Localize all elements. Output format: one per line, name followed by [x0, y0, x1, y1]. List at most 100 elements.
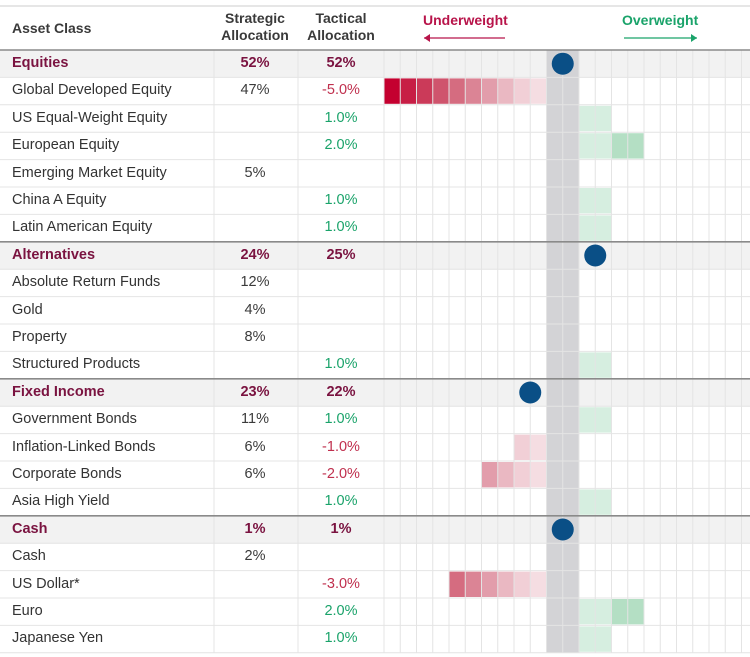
bar-cell-positive [611, 599, 628, 625]
bar-cell-positive [579, 215, 596, 241]
tactical-value: 1.0% [324, 411, 358, 428]
asset-label: Corporate Bonds [12, 466, 122, 482]
asset-label: US Equal-Weight Equity [12, 109, 168, 126]
bar-cell-negative [449, 78, 466, 104]
category-row-bg [0, 241, 750, 270]
bar-cell-positive [579, 352, 596, 378]
overweight-label: Overweight [622, 12, 699, 28]
asset-label: European Equity [12, 137, 120, 154]
category-row-bg [0, 515, 750, 544]
bar-cell-positive [579, 105, 596, 132]
bar-cell-negative [497, 571, 514, 597]
asset-label: Emerging Market Equity [12, 164, 167, 181]
asset-label: Gold [12, 301, 43, 318]
overweight-arrow-head [691, 34, 697, 42]
strategic-value: 6% [244, 466, 266, 482]
tactical-value: 1.0% [324, 630, 358, 647]
asset-label: Global Developed Equity [12, 82, 172, 99]
underweight-arrow-head [424, 34, 430, 42]
tactical-value: 1.0% [324, 219, 358, 236]
bar-cell-negative [530, 571, 547, 597]
tactical-value: -2.0% [322, 466, 360, 482]
bar-cell-negative [481, 78, 498, 104]
asset-label: Inflation-Linked Bonds [12, 438, 156, 455]
asset-label: Property [12, 329, 67, 345]
bar-cell-negative [416, 78, 433, 104]
asset-label: Government Bonds [12, 411, 137, 428]
bar-cell-positive [579, 489, 596, 515]
bar-cell-negative [530, 462, 547, 488]
bar-cell-positive [627, 599, 644, 625]
bar-cell-negative [497, 462, 514, 488]
category-label: Fixed Income [12, 383, 105, 400]
bar-cell-positive [611, 133, 628, 159]
bar-cell-negative [497, 78, 514, 104]
asset-label: Structured Products [12, 356, 141, 373]
bar-cell-negative [514, 78, 531, 104]
asset-label: China A Equity [12, 192, 107, 208]
bar-cell-negative [481, 571, 498, 597]
tactical-value: -3.0% [322, 575, 360, 592]
bar-cell-positive [627, 133, 644, 159]
bar-cell-positive [579, 599, 596, 625]
bar-cell-negative [465, 571, 482, 597]
bar-cell-negative [384, 78, 401, 104]
strategic-value: 47% [240, 82, 270, 99]
tactical-value: 25% [326, 246, 356, 263]
tactical-value: 1.0% [324, 192, 358, 208]
allocation-dot [551, 518, 574, 541]
bar-cell-negative [449, 571, 466, 597]
header-asset-class: Asset Class [12, 20, 92, 36]
bar-cell-positive [595, 352, 612, 378]
header-tactical-line1: Tactical [315, 10, 367, 26]
bar-cell-negative [514, 434, 531, 460]
header-strategic-line1: Strategic [225, 10, 285, 26]
strategic-value: 11% [241, 411, 269, 428]
tactical-value: 22% [326, 383, 356, 400]
asset-label: Absolute Return Funds [12, 274, 161, 291]
strategic-value: 2% [244, 548, 266, 565]
strategic-value: 8% [244, 329, 266, 345]
bar-cell-negative [530, 78, 547, 104]
allocation-dot [551, 52, 574, 75]
strategic-value: 5% [244, 164, 266, 181]
bar-cell-positive [595, 215, 612, 241]
strategic-value: 12% [240, 274, 270, 291]
bar-cell-negative [432, 78, 449, 104]
bar-cell-positive [579, 188, 596, 214]
bar-cell-negative [481, 462, 498, 488]
bar-cell-positive [595, 626, 612, 652]
category-row-bg [0, 50, 750, 78]
strategic-value: 6% [244, 438, 266, 455]
category-row-bg [0, 378, 750, 407]
bar-cell-positive [595, 489, 612, 515]
strategic-value: 24% [240, 246, 270, 263]
asset-label: Euro [12, 603, 43, 619]
asset-label: Cash [12, 548, 46, 565]
category-label: Cash [12, 520, 48, 537]
header-strategic-line2: Allocation [221, 27, 289, 43]
bar-cell-positive [579, 407, 596, 433]
bar-cell-positive [595, 407, 612, 433]
asset-label: US Dollar* [12, 575, 80, 592]
header-strategic: Strategic Allocation [200, 10, 310, 44]
allocation-dot [519, 381, 542, 404]
strategic-value: 23% [240, 383, 270, 400]
bar-cell-positive [595, 599, 612, 625]
strategic-value: 1% [244, 520, 266, 537]
bar-cell-positive [579, 626, 596, 652]
tactical-value: 1.0% [324, 356, 358, 373]
tactical-value: 2.0% [324, 603, 358, 619]
bar-cell-negative [400, 78, 417, 104]
strategic-value: 52% [240, 55, 270, 71]
tactical-value: -1.0% [322, 438, 360, 455]
bar-cell-positive [595, 105, 612, 132]
header-tactical-line2: Allocation [307, 27, 375, 43]
bar-cell-positive [595, 188, 612, 214]
bar-cell-positive [579, 133, 596, 159]
underweight-label: Underweight [423, 12, 508, 28]
category-label: Alternatives [12, 246, 96, 263]
strategic-value: 4% [244, 301, 266, 318]
tactical-value: 1.0% [324, 493, 358, 510]
